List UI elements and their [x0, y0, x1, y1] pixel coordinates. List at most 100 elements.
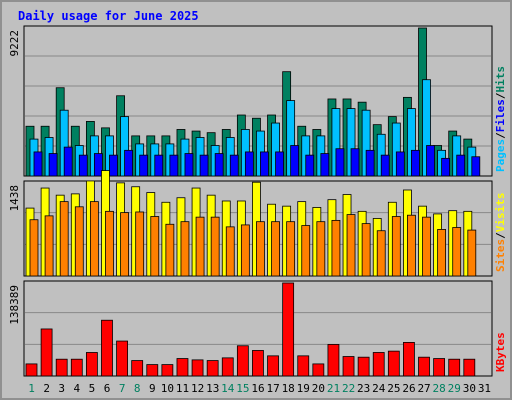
bar-pages [471, 156, 481, 177]
x-tick-label: 17 [266, 382, 279, 395]
bar-pages [320, 153, 330, 177]
bar-kbytes [70, 358, 83, 377]
x-tick-label: 3 [58, 382, 65, 395]
bar-sites [467, 229, 477, 277]
bar-pages [441, 157, 451, 177]
bar-pages [48, 153, 58, 177]
bar-kbytes [403, 341, 415, 377]
bar-pages [199, 154, 209, 177]
x-tick-label: 10 [161, 382, 174, 395]
panel-legend: KBytes [494, 332, 507, 372]
bar-kbytes [282, 282, 295, 377]
legend-entry: KBytes [494, 332, 507, 372]
bar-pages [350, 148, 360, 177]
bar-kbytes [55, 358, 68, 377]
bar-kbytes [176, 358, 189, 377]
x-tick-label: 30 [463, 382, 476, 395]
x-tick-label: 22 [342, 382, 355, 395]
bar-pages [260, 151, 269, 177]
x-tick-label: 29 [448, 382, 461, 395]
x-tick-label: 5 [89, 382, 96, 395]
bar-kbytes [161, 364, 174, 377]
legend-entry: Files [494, 99, 507, 132]
chart-panels: 9222Pages/Files/Hits1438Sites/Visits1383… [8, 25, 507, 377]
bar-pages [154, 154, 164, 177]
bar-sites [376, 230, 386, 277]
bar-kbytes [146, 364, 159, 377]
x-tick-label: 26 [402, 382, 415, 395]
bar-kbytes [101, 319, 113, 377]
bar-sites [240, 224, 250, 277]
x-tick-label: 16 [251, 382, 264, 395]
bar-pages [78, 154, 88, 177]
bar-sites [195, 216, 205, 277]
bar-sites [422, 216, 431, 277]
x-tick-label: 9 [149, 382, 156, 395]
x-tick-label: 6 [104, 382, 111, 395]
bar-pages [214, 153, 224, 177]
bar-kbytes [221, 357, 234, 377]
bar-pages [335, 148, 345, 177]
x-tick-label: 15 [236, 382, 249, 395]
x-tick-label: 23 [357, 382, 370, 395]
x-tick-label: 28 [433, 382, 446, 395]
x-tick-label: 7 [119, 382, 126, 395]
bar-pages [244, 151, 254, 177]
x-tick-label: 14 [221, 382, 235, 395]
x-tick-label: 31 [478, 382, 491, 395]
bar-pages [305, 154, 315, 177]
bar-sites [437, 229, 447, 277]
bar-pages [109, 154, 118, 177]
bar-pages [395, 151, 405, 177]
axis-max-label: 9222 [8, 30, 21, 57]
bar-sites [180, 221, 190, 277]
bar-pages [93, 153, 103, 177]
bar-kbytes [236, 345, 249, 377]
x-tick-label: 18 [282, 382, 295, 395]
legend-entry: / [494, 132, 507, 139]
bar-kbytes [267, 355, 279, 377]
bar-kbytes [297, 355, 310, 377]
bar-kbytes [191, 359, 204, 377]
axis-max-label: 138389 [8, 285, 21, 325]
bar-kbytes [387, 350, 400, 377]
bar-pages [139, 154, 149, 177]
x-tick-label: 19 [297, 382, 310, 395]
chart-title: Daily usage for June 2025 [18, 9, 199, 23]
x-tick-label: 20 [312, 382, 325, 395]
bar-kbytes [448, 358, 461, 377]
legend-entry: / [494, 92, 507, 99]
panel-legend: Pages/Files/Hits [494, 66, 507, 172]
bar-pages [184, 153, 194, 177]
bar-kbytes [327, 344, 340, 377]
bar-pages [380, 154, 390, 177]
bar-sites [59, 201, 69, 277]
bar-kbytes [131, 360, 144, 377]
bar-pages [169, 154, 179, 177]
x-tick-label: 12 [191, 382, 204, 395]
bar-sites [165, 223, 175, 277]
bar-sites [225, 226, 235, 277]
panel-legend: Sites/Visits [494, 193, 507, 273]
x-tick-label: 13 [206, 382, 219, 395]
x-tick-label: 4 [74, 382, 81, 395]
x-tick-label: 11 [176, 382, 189, 395]
bar-pages [411, 149, 420, 177]
bar-sites [407, 214, 416, 277]
bar-kbytes [85, 352, 98, 377]
bar-kbytes [116, 340, 128, 377]
bar-kbytes [206, 360, 219, 377]
bar-pages [365, 149, 375, 177]
x-tick-label: 24 [372, 382, 386, 395]
bar-sites [346, 214, 356, 277]
bar-kbytes [40, 328, 53, 377]
bar-pages [275, 151, 284, 177]
bar-sites [105, 210, 114, 277]
bar-sites [286, 221, 296, 277]
x-tick-label: 2 [43, 382, 50, 395]
legend-entry: Pages [494, 139, 507, 172]
x-tick-label: 1 [28, 382, 35, 395]
bar-kbytes [252, 350, 264, 377]
